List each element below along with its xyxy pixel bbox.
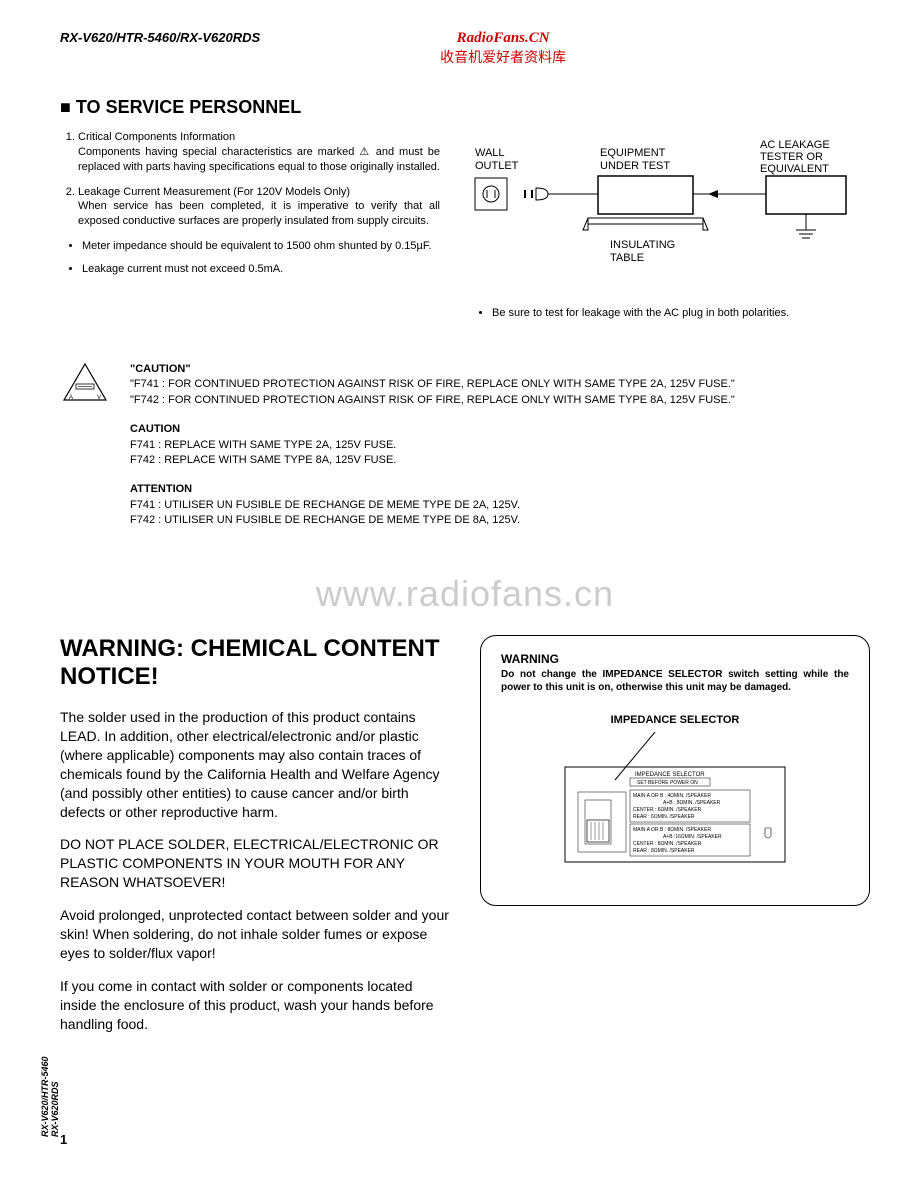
chemical-warning-p: The solder used in the production of thi… <box>60 708 450 821</box>
item-title: Critical Components Information <box>78 131 235 143</box>
svg-text:V: V <box>97 395 101 401</box>
svg-text:A+B : 8ΩMIN. /SPEAKER: A+B : 8ΩMIN. /SPEAKER <box>663 800 721 806</box>
caution-line: F742 : REPLACE WITH SAME TYPE 8A, 125V F… <box>130 454 396 466</box>
svg-text:IMPEDANCE SELECTOR: IMPEDANCE SELECTOR <box>635 772 705 778</box>
svg-text:MAIN A OR B : 4ΩMIN. /SPEAKE: MAIN A OR B : 4ΩMIN. /SPEAKER <box>633 793 711 799</box>
warning-box-body: Do not change the IMPEDANCE SELECTOR swi… <box>501 668 849 694</box>
caution-heading: CAUTION <box>130 423 180 435</box>
svg-text:TESTER OR: TESTER OR <box>760 151 823 163</box>
svg-text:TABLE: TABLE <box>610 252 644 264</box>
caution-line: "F742 : FOR CONTINUED PROTECTION AGAINST… <box>130 394 735 406</box>
caution-heading: ATTENTION <box>130 483 192 495</box>
warning-triangle-icon: A V <box>60 362 110 543</box>
section-title: ■ TO SERVICE PERSONNEL <box>60 97 870 118</box>
caution-line: F742 : UTILISER UN FUSIBLE DE RECHANGE D… <box>130 514 520 526</box>
caution-line: "F741 : FOR CONTINUED PROTECTION AGAINST… <box>130 378 735 390</box>
warning-box-title: WARNING <box>501 652 849 666</box>
svg-text:INSULATING: INSULATING <box>610 239 675 251</box>
item-title: Leakage Current Measurement (For 120V Mo… <box>78 186 350 198</box>
caution-heading: "CAUTION" <box>130 363 191 375</box>
chemical-warning-p: DO NOT PLACE SOLDER, ELECTRICAL/ELECTRON… <box>60 835 450 892</box>
bullet-item: Leakage current must not exceed 0.5mA. <box>82 262 440 277</box>
chemical-warning-title: WARNING: CHEMICAL CONTENT NOTICE! <box>60 635 450 693</box>
svg-text:REAR : 8ΩMIN. /SP: REAR : 8ΩMIN. /SPEAKER <box>633 848 695 854</box>
section-title-text: TO SERVICE PERSONNEL <box>76 97 301 117</box>
svg-text:CENTER : 6ΩMIN. /SPEA: CENTER : 6ΩMIN. /SPEAKER <box>633 807 702 813</box>
item-body: Components having special characteristic… <box>78 146 440 173</box>
chemical-warning-p: Avoid prolonged, unprotected contact bet… <box>60 906 450 963</box>
svg-text:EQUIVALENT: EQUIVALENT <box>760 163 829 175</box>
leakage-diagram: WALL OUTLET EQUIPMENT UNDER TEST <box>470 138 870 301</box>
list-item: Critical Components Information Componen… <box>78 130 440 175</box>
page-number: 1 <box>60 1132 67 1147</box>
impedance-selector-diagram: IMPEDANCE SELECTOR SET BEFORE POWER ON <box>545 732 805 875</box>
model-number: RX-V620/HTR-5460/RX-V620RDS <box>60 30 260 45</box>
brand-zh: 收音机爱好者资料库 <box>440 47 566 67</box>
caution-line: F741 : REPLACE WITH SAME TYPE 2A, 125V F… <box>130 439 396 451</box>
chemical-warning-p: If you come in contact with solder or co… <box>60 977 450 1034</box>
side-model-label: RX-V620/HTR-5460RX-V620RDS <box>40 1057 60 1138</box>
svg-text:A: A <box>69 395 73 401</box>
svg-text:MAIN A OR B : 8ΩMIN. /SPEAKE: MAIN A OR B : 8ΩMIN. /SPEAKER <box>633 827 711 833</box>
bullet-item: Be sure to test for leakage with the AC … <box>492 307 870 319</box>
impedance-warning-box: WARNING Do not change the IMPEDANCE SELE… <box>480 635 870 906</box>
caution-line: F741 : UTILISER UN FUSIBLE DE RECHANGE D… <box>130 499 520 511</box>
svg-text:AC LEAKAGE: AC LEAKAGE <box>760 139 830 151</box>
svg-text:OUTLET: OUTLET <box>475 160 519 172</box>
list-item: Leakage Current Measurement (For 120V Mo… <box>78 185 440 230</box>
svg-text:CENTER : 8ΩMIN. /SPEA: CENTER : 8ΩMIN. /SPEAKER <box>633 841 702 847</box>
brand-en: RadioFans.CN <box>440 30 566 47</box>
svg-text:EQUIPMENT: EQUIPMENT <box>600 147 666 159</box>
svg-text:A+B :16ΩMIN. /SPEAKER: A+B :16ΩMIN. /SPEAKER <box>663 834 722 840</box>
impedance-selector-title: IMPEDANCE SELECTOR <box>501 714 849 726</box>
svg-text:REAR : 6ΩMIN. /SP: REAR : 6ΩMIN. /SPEAKER <box>633 814 695 820</box>
brand-watermark: RadioFans.CN 收音机爱好者资料库 <box>440 30 566 67</box>
watermark-url: www.radiofans.cn <box>60 573 870 615</box>
item-body: When service has been completed, it is i… <box>78 200 440 227</box>
square-bullet-icon: ■ <box>60 97 71 117</box>
svg-text:WALL: WALL <box>475 147 505 159</box>
bullet-item: Meter impedance should be equivalent to … <box>82 239 440 254</box>
svg-text:SET BEFORE POWER ON: SET BEFORE POWER ON <box>637 780 698 786</box>
svg-text:UNDER TEST: UNDER TEST <box>600 160 670 172</box>
